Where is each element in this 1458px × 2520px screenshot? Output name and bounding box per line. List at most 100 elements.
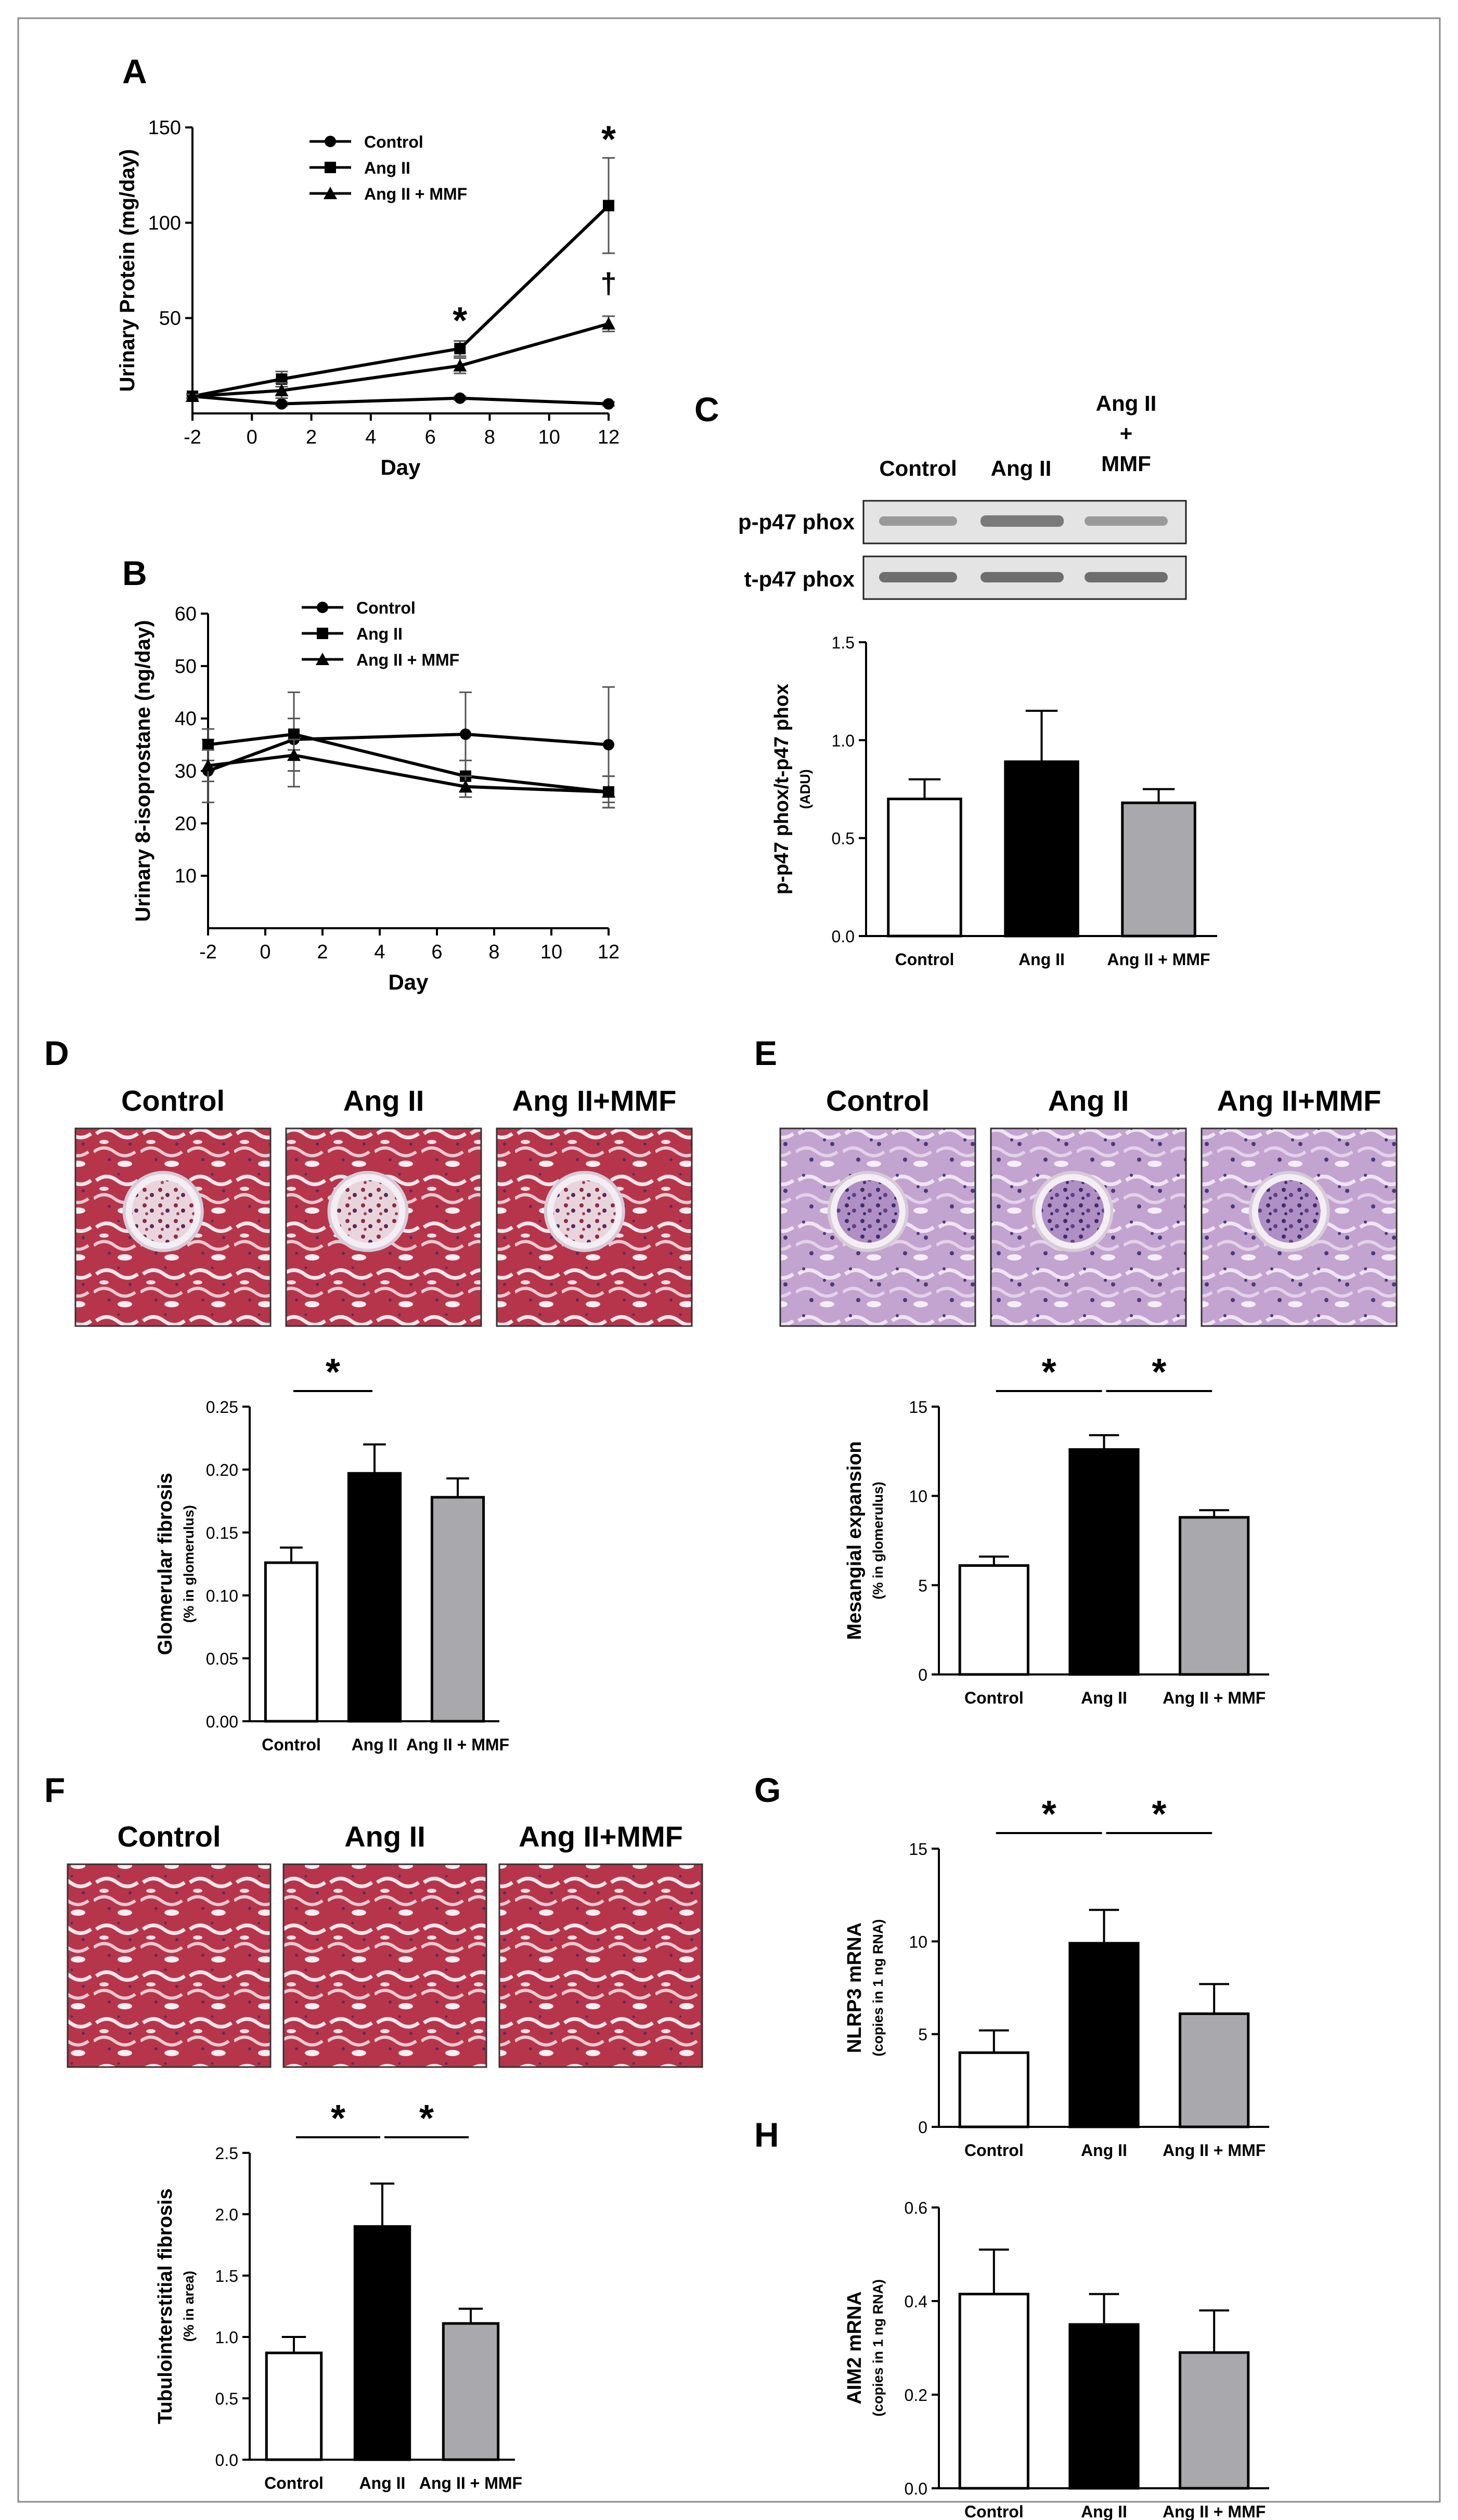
series-line <box>207 732 609 773</box>
x-tick-label: Ang II + MMF <box>1163 2502 1266 2520</box>
x-tick-label: 8 <box>484 426 495 448</box>
panel-d-letter: D <box>44 1034 69 1072</box>
y-tick-label: 1.5 <box>215 2267 238 2285</box>
y-tick-label: 10 <box>175 865 197 887</box>
blot-band <box>879 516 957 526</box>
glomerulus <box>1258 1180 1321 1243</box>
y-axis-unit: (ADU) <box>797 769 813 809</box>
blot-band <box>1085 572 1168 582</box>
y-tick-label: 50 <box>159 308 181 330</box>
data-point <box>602 317 615 330</box>
y-tick-label: 15 <box>909 1398 927 1417</box>
legend-label: Ang II <box>356 625 403 643</box>
image-label: Ang II+MMF <box>519 1820 683 1853</box>
y-tick-label: 0.0 <box>215 2451 238 2470</box>
data-point <box>276 398 288 410</box>
x-tick-label: Ang II + MMF <box>419 2474 522 2492</box>
panel-f-letter: F <box>44 1771 65 1809</box>
y-axis-unit: (% in glomerulus) <box>870 1482 886 1600</box>
x-tick-label: Ang II + MMF <box>1163 2141 1266 2160</box>
significance-star: * <box>1042 1794 1056 1835</box>
panel-a-line-chart: 50 100 150 -2 0 2 4 6 8 10 12 Day Urinary Protein (m… <box>116 117 620 479</box>
legend-label: Ang II + MMF <box>364 185 467 203</box>
bar <box>347 1472 402 1723</box>
blot-lane-label-control: Control <box>879 456 957 480</box>
x-tick-label: Ang II <box>1081 2502 1127 2520</box>
bar <box>442 2322 500 2461</box>
image-label: Control <box>117 1820 221 1853</box>
x-axis-label: Day <box>388 970 429 994</box>
blot-row-label-p-p47: p-p47 phox <box>738 510 855 534</box>
y-tick-label: 0.6 <box>905 2199 927 2217</box>
y-axis-label: p-p47 phox/t-p47 phox <box>771 684 793 894</box>
x-tick-label: 10 <box>538 426 560 448</box>
y-tick-label: 10 <box>909 1487 927 1506</box>
data-point <box>453 359 467 372</box>
data-point <box>287 748 301 761</box>
y-tick-label: 100 <box>148 212 181 234</box>
panel-d-histology-images: Control Ang II Ang II+MMF <box>74 1084 693 1327</box>
bar <box>1179 2012 1250 2128</box>
x-tick-label: 2 <box>306 426 317 448</box>
x-tick-label: Control <box>262 1735 321 1754</box>
image-label: Ang II <box>1048 1084 1129 1117</box>
x-tick-label: 0 <box>260 941 270 963</box>
x-tick-label: 6 <box>431 941 442 963</box>
x-tick-label: Ang II <box>1081 2141 1127 2160</box>
y-tick-label: 0.00 <box>206 1712 238 1731</box>
x-tick-label: 8 <box>488 941 499 963</box>
blot-lane-label-line: Ang II <box>1096 391 1157 415</box>
image-label: Control <box>121 1084 225 1117</box>
y-tick-label: 1.5 <box>832 633 855 652</box>
data-point <box>276 373 288 385</box>
y-axis-unit: (% in glomerulus) <box>181 1505 197 1623</box>
blot-lane-label-line: MMF <box>1101 451 1151 476</box>
x-tick-label: Control <box>264 2474 324 2492</box>
data-point <box>603 200 614 212</box>
x-axis-label: Day <box>380 455 421 479</box>
blot-band <box>980 572 1064 582</box>
x-tick-label: -2 <box>184 426 201 448</box>
blot-band <box>1085 516 1168 526</box>
y-axis-unit: (copies in 1 ng RNA) <box>870 2279 886 2417</box>
x-tick-label: 0 <box>247 426 257 448</box>
glomerulus <box>1041 1180 1104 1243</box>
bar <box>1068 1942 1140 2128</box>
glomerulus <box>553 1180 616 1243</box>
y-tick-label: 0.5 <box>832 829 855 848</box>
significance-star: * <box>419 2098 434 2139</box>
y-tick-label: 0.25 <box>206 1398 238 1417</box>
blot-band <box>980 515 1064 527</box>
glomerulus <box>337 1180 399 1243</box>
x-tick-label: Control <box>964 2502 1024 2520</box>
significance-star: * <box>331 2098 345 2139</box>
y-tick-label: 1.0 <box>215 2328 238 2347</box>
bar <box>1121 801 1196 938</box>
legend-marker <box>325 162 336 173</box>
y-tick-label: 15 <box>909 1840 927 1859</box>
significance-star: * <box>1152 1794 1166 1835</box>
y-tick-label: 0.0 <box>905 2479 927 2498</box>
data-point <box>603 739 614 751</box>
bar <box>1179 2351 1250 2490</box>
bar <box>430 1496 485 1723</box>
legend-marker <box>324 187 337 199</box>
x-tick-label: Ang II <box>1081 1688 1127 1707</box>
x-tick-label: Ang II <box>359 2474 406 2492</box>
panel-a-letter: A <box>122 52 147 90</box>
panel-c-bar-chart: 0.0 0.5 1.0 1.5 Control Ang II Ang II + MMF p-p… <box>771 633 1217 969</box>
y-axis-unit: (copies in 1 ng RNA) <box>870 1919 886 2056</box>
x-tick-label: Control <box>964 2141 1024 2160</box>
y-tick-label: 50 <box>175 656 197 678</box>
data-point <box>201 759 215 772</box>
annotation: * <box>601 119 616 161</box>
x-tick-label: Ang II + MMF <box>1107 950 1210 969</box>
panel-h-bar-chart: 0.0 0.2 0.4 0.6 Control Ang II Ang II + MMF AIM… <box>844 2199 1269 2520</box>
panel-c-letter: C <box>694 390 719 428</box>
series-line <box>208 732 609 794</box>
x-tick-label: 12 <box>598 941 620 963</box>
panel-f-bar-chart: 0.0 0.5 1.0 1.5 2.0 2.5 Control Ang II Ang II + … <box>154 2098 522 2492</box>
series-line <box>192 204 610 398</box>
x-tick-label: Control <box>964 1688 1024 1707</box>
legend-marker <box>325 136 336 147</box>
